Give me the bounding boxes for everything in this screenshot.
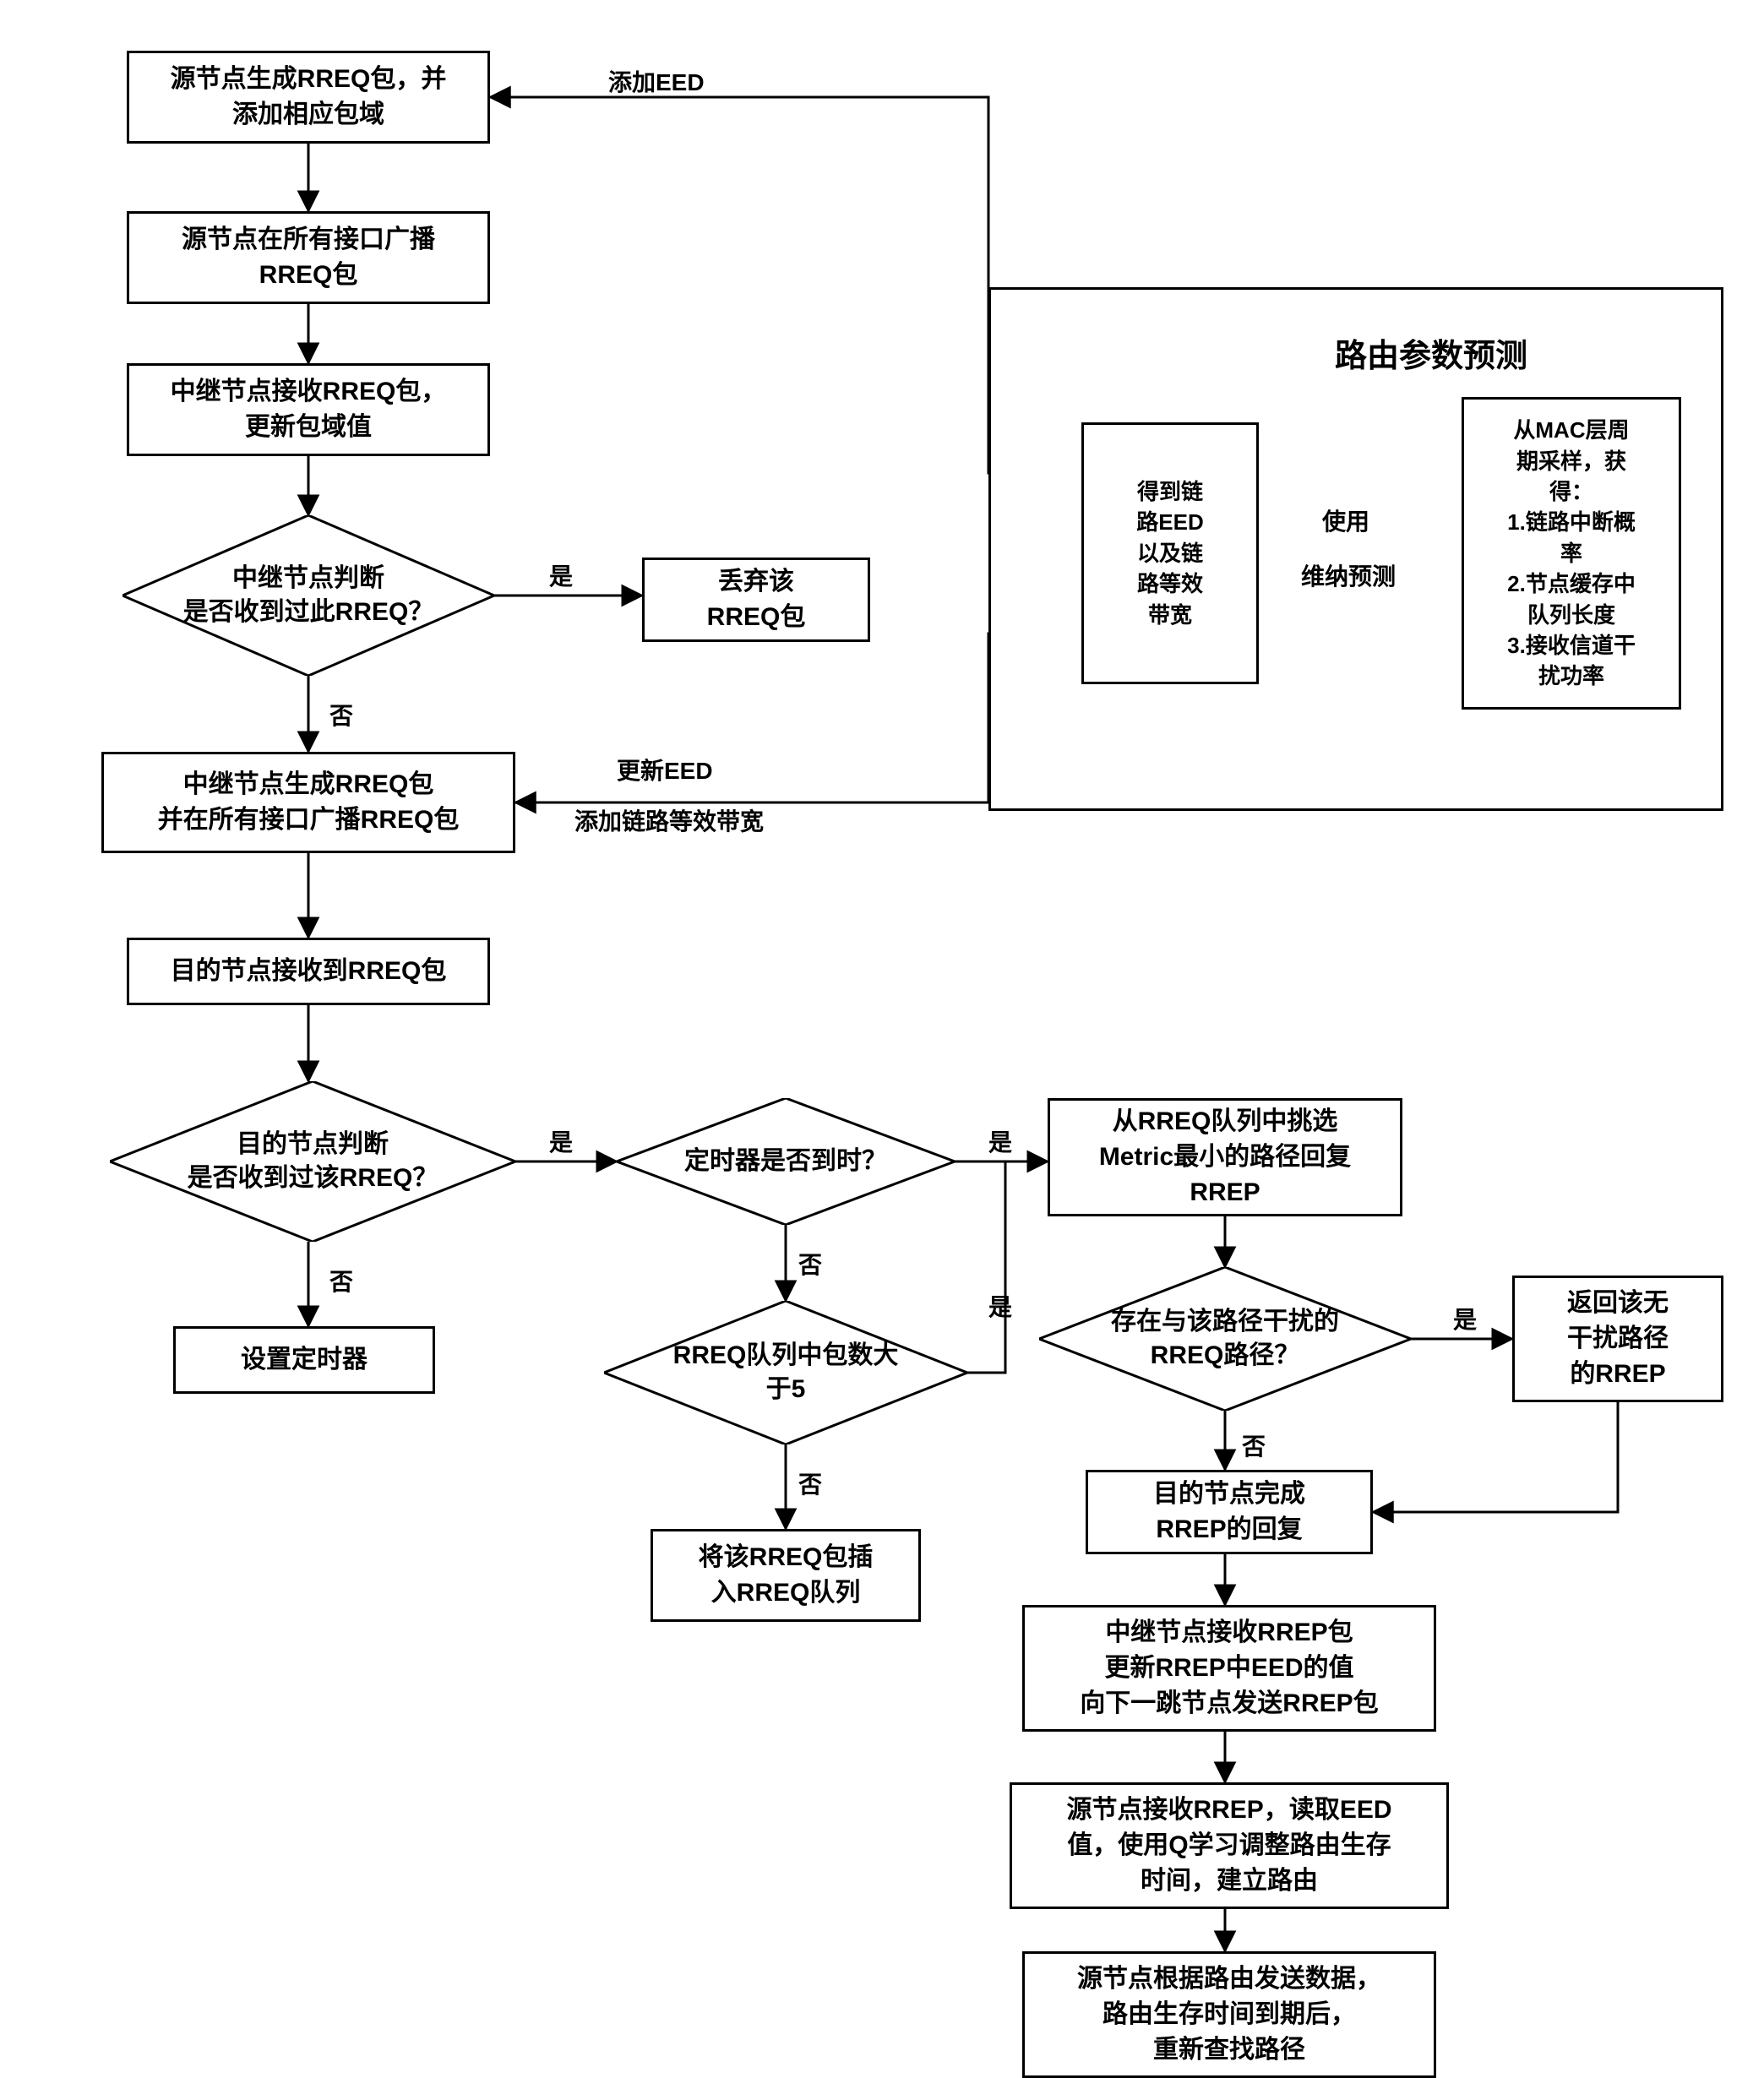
edge-d4-n9 <box>967 1161 1048 1373</box>
group-title: 路由参数预测 <box>1335 329 1527 376</box>
label-l_d5_yes: 是 <box>1453 1305 1477 1335</box>
label-l_use: 使用 <box>1322 507 1369 537</box>
node-n12: 中继节点接收RREP包 更新RREP中EED的值 向下一跳节点发送RREP包 <box>1022 1605 1436 1732</box>
flowchart-canvas: 路由参数预测 源节点生成RREQ包，并 添加相应包域源节点在所有接口广播 RRE… <box>0 0 1764 2007</box>
label-l_d2_no: 否 <box>329 1267 353 1297</box>
node-n8: 将该RREQ包插 入RREQ队列 <box>651 1529 921 1622</box>
label-l_d2_yes: 是 <box>549 1128 573 1158</box>
label-l_d5_no: 否 <box>1242 1432 1266 1462</box>
node-n2: 源节点在所有接口广播 RREQ包 <box>127 211 490 304</box>
node-n11: 目的节点完成 RREP的回复 <box>1086 1470 1373 1554</box>
node-n3: 中继节点接收RREQ包， 更新包域值 <box>127 363 490 456</box>
node-n14: 源节点根据路由发送数据， 路由生存时间到期后， 重新查找路径 <box>1022 1951 1436 2078</box>
node-n9: 从RREQ队列中挑选 Metric最小的路径回复 RREP <box>1048 1098 1402 1216</box>
node-d4: RREQ队列中包数大 于5 <box>604 1301 967 1444</box>
label-l_wiener: 维纳预测 <box>1301 562 1396 592</box>
label-l_addBW: 添加链路等效带宽 <box>574 807 764 837</box>
node-n5: 中继节点生成RREQ包 并在所有接口广播RREQ包 <box>101 752 515 853</box>
label-l_d3_no: 否 <box>798 1250 822 1281</box>
label-l_addEED: 添加EED <box>608 68 705 98</box>
label-l_d1_yes: 是 <box>549 562 573 592</box>
label-l_updEED: 更新EED <box>617 756 713 786</box>
node-n6: 目的节点接收到RREQ包 <box>127 938 490 1005</box>
node-d5: 存在与该路径干扰的 RREQ路径？ <box>1039 1267 1411 1411</box>
edge-n10-n11 <box>1373 1402 1618 1512</box>
node-g2: 从MAC层周 期采样，获 得： 1.链路中断概 率 2.节点缓存中 队列长度 3… <box>1462 397 1681 710</box>
node-n10: 返回该无 干扰路径 的RREP <box>1512 1276 1723 1402</box>
node-d1: 中继节点判断 是否收到过此RREQ？ <box>122 515 494 676</box>
node-g1: 得到链 路EED 以及链 路等效 带宽 <box>1081 422 1259 684</box>
node-d3: 定时器是否到时？ <box>617 1098 955 1225</box>
node-d2: 目的节点判断 是否收到过该RREQ？ <box>110 1081 515 1242</box>
label-l_d1_no: 否 <box>329 701 353 732</box>
label-l_d4_no: 否 <box>798 1470 822 1500</box>
label-l_d4_yes: 是 <box>988 1292 1012 1323</box>
node-n13: 源节点接收RREP，读取EED 值，使用Q学习调整路由生存 时间，建立路由 <box>1010 1782 1449 1909</box>
node-n4: 丢弃该 RREQ包 <box>642 558 870 642</box>
label-l_d3_yes: 是 <box>988 1128 1012 1158</box>
node-n1: 源节点生成RREQ包，并 添加相应包域 <box>127 51 490 144</box>
node-n7: 设置定时器 <box>173 1326 435 1394</box>
